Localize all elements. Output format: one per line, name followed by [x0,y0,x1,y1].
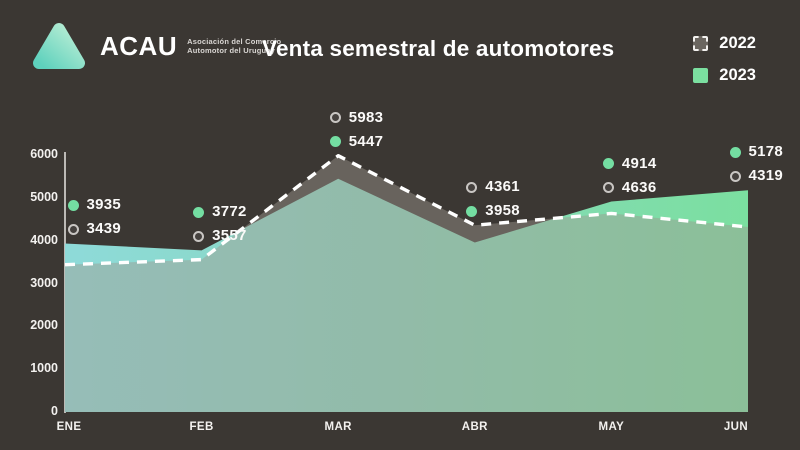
dot-2023-icon [67,199,79,211]
dot-2022-icon [466,181,478,193]
value-label: 5178 [748,143,784,161]
x-axis-label-may: MAY [598,421,625,433]
legend-item-2022: 2022 [693,34,756,53]
page-title: Venta semestral de automotores [262,36,615,61]
brand-subtitle-line1: Asociación del Comercio [187,37,282,46]
value-label: 3772 [212,203,247,221]
point-label-ene-2022: 3439 [67,220,122,238]
point-label-may-2023: 4914 [602,154,657,173]
brand-block: ACAU Asociación del Comercio Automotor d… [30,20,281,72]
brand-name: ACAU [100,31,178,61]
y-axis-tick-label: 5000 [30,189,58,204]
legend-label-2023: 2023 [719,66,756,84]
y-axis-tick-label: 6000 [30,147,58,161]
value-label: 4361 [485,178,520,196]
point-label-abr-2023: 3958 [466,202,520,220]
dot-2022-icon [329,112,341,124]
dot-2023-icon [466,205,478,217]
y-axis-tick-label: 4000 [30,232,58,247]
point-label-feb-2023: 3772 [193,203,247,221]
y-axis-tick-label: 3000 [30,275,58,290]
point-label-may-2022: 4636 [602,178,657,197]
y-axis-tick-label: 1000 [30,361,58,376]
y-axis-tick-label: 0 [51,404,58,418]
legend: 2022 2023 [693,34,756,85]
value-label: 3439 [86,220,122,238]
dot-2022-icon [67,223,79,235]
x-axis-label-jun: JUN [723,421,749,433]
legend-item-2023: 2023 [693,66,756,85]
dot-2023-icon [602,158,614,170]
value-label: 5983 [348,108,384,126]
x-axis-label-feb: FEB [189,421,214,433]
y-axis-tick-label: 2000 [30,318,58,333]
point-label-mar-2023: 5447 [329,132,384,151]
point-label-ene-2023: 3935 [67,196,122,214]
value-label: 3958 [485,202,520,220]
x-axis-label-abr: ABR [461,421,488,433]
value-label: 3935 [86,196,122,214]
acau-logo-triangle-icon [33,23,85,69]
dot-2023-icon [329,136,341,148]
legend-swatch-2022-icon [693,36,709,51]
point-label-jun-2023: 5178 [729,143,784,161]
point-label-jun-2022: 4319 [729,167,784,185]
brand-subtitle: Asociación del Comercio Automotor del Ur… [187,37,281,55]
dot-2023-icon [193,206,205,218]
legend-swatch-2023-icon [693,68,709,83]
legend-label-2022: 2022 [719,34,756,52]
brand-subtitle-line2: Automotor del Uruguay [187,46,276,55]
value-label: 4319 [748,167,784,185]
line-2022-dashed [64,153,749,267]
value-label: 4914 [621,154,657,172]
x-axis-label-ene: ENE [56,421,82,433]
dot-2022-icon [193,230,205,242]
value-label: 5447 [348,132,384,150]
value-label: 3557 [212,227,247,245]
point-label-mar-2022: 5983 [329,108,384,127]
x-axis-label-mar: MAR [324,421,352,433]
dot-2022-icon [729,170,741,182]
dot-2023-icon [729,146,741,158]
area-2022 [65,155,748,412]
point-label-feb-2022: 3557 [193,227,247,245]
value-label: 4636 [621,178,657,196]
dot-2022-icon [602,182,614,194]
point-label-abr-2022: 4361 [466,178,520,196]
area-2023 [65,178,748,412]
